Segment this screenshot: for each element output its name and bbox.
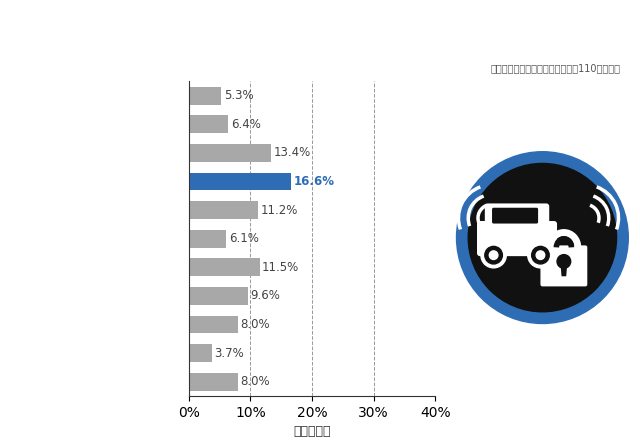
Text: 【イモビライザーあり】車の鍵作成料金割合: 【イモビライザーあり】車の鍵作成料金割合 [186,20,454,40]
Circle shape [532,246,549,264]
Bar [189,344,212,362]
Bar [189,373,238,391]
Bar [189,258,260,276]
Text: 11.5%: 11.5% [262,261,300,274]
Text: 11.2%: 11.2% [260,204,298,216]
Text: 13.4%: 13.4% [274,147,311,159]
Text: 8.0%: 8.0% [241,318,270,331]
Bar [189,115,228,133]
Bar [189,172,291,191]
Circle shape [536,251,545,260]
Circle shape [557,255,571,268]
Text: 3.7%: 3.7% [214,347,244,359]
Text: カギトラブルの専門サイト「カギ110番」調べ: カギトラブルの専門サイト「カギ110番」調べ [491,63,621,73]
Text: 5.3%: 5.3% [224,89,253,102]
Circle shape [481,242,506,268]
Text: 6.1%: 6.1% [229,232,259,245]
Polygon shape [561,262,568,276]
Bar [189,315,238,334]
Bar [189,87,221,105]
Text: 8.0%: 8.0% [241,375,270,388]
Circle shape [528,242,553,268]
X-axis label: 料金の割合: 料金の割合 [293,425,331,438]
FancyBboxPatch shape [492,208,538,224]
Bar [189,144,271,162]
Text: 16.6%: 16.6% [294,175,335,188]
FancyBboxPatch shape [477,221,557,256]
Circle shape [468,163,616,312]
Bar [189,230,227,248]
Text: 9.6%: 9.6% [250,290,280,302]
Bar [189,287,248,305]
FancyBboxPatch shape [485,203,549,229]
Circle shape [485,246,502,264]
FancyBboxPatch shape [540,246,588,286]
Bar [189,201,258,219]
Circle shape [490,251,498,260]
Circle shape [456,152,628,323]
Text: 6.4%: 6.4% [230,118,260,131]
